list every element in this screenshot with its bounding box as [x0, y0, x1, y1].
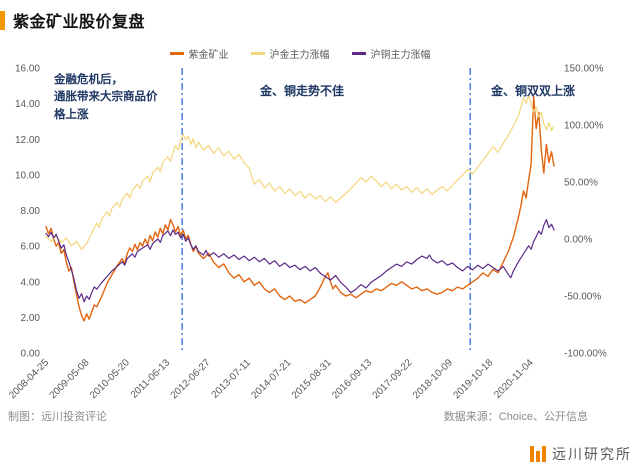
legend-item: 紫金矿业 [169, 46, 229, 61]
chart-annotation: 金、铜双双上涨 [490, 84, 576, 98]
svg-text:10.00: 10.00 [15, 170, 40, 181]
svg-text:2016-09-13: 2016-09-13 [330, 357, 374, 401]
svg-text:2019-10-18: 2019-10-18 [451, 357, 495, 401]
legend-item: 沪金主力涨幅 [250, 46, 330, 61]
svg-text:2015-08-31: 2015-08-31 [290, 357, 334, 401]
svg-text:2020-11-04: 2020-11-04 [492, 357, 536, 401]
svg-text:14.00: 14.00 [15, 99, 40, 110]
svg-text:2010-05-20: 2010-05-20 [88, 357, 132, 401]
legend-label: 沪铜主力涨幅 [370, 50, 431, 61]
legend: 紫金矿业 沪金主力涨幅 沪铜主力涨幅 [46, 46, 554, 61]
svg-text:2009-05-08: 2009-05-08 [48, 357, 92, 401]
svg-text:2012-06-27: 2012-06-27 [169, 357, 213, 401]
svg-text:2018-10-09: 2018-10-09 [411, 357, 455, 401]
chart-annotation: 金融危机后， 通胀带来大宗商品价 格上涨 [54, 74, 158, 121]
legend-label: 沪金主力涨幅 [269, 50, 330, 61]
svg-text:0.00: 0.00 [21, 349, 41, 360]
legend-item: 沪铜主力涨幅 [351, 46, 431, 61]
svg-text:2017-09-22: 2017-09-22 [371, 357, 415, 401]
svg-text:4.00: 4.00 [21, 277, 41, 288]
svg-text:-50.00%: -50.00% [564, 292, 601, 303]
brand-logo-icon [530, 446, 546, 462]
svg-text:2011-06-13: 2011-06-13 [129, 357, 173, 401]
brand-name: 远川研究所 [552, 446, 632, 462]
legend-swatch [250, 52, 265, 55]
svg-text:6.00: 6.00 [21, 242, 41, 253]
svg-text:50.00%: 50.00% [564, 178, 598, 189]
svg-text:12.00: 12.00 [15, 135, 40, 146]
title-accent-bar [0, 10, 5, 30]
data-source: 数据来源：Choice、公开信息 [443, 411, 588, 423]
svg-text:2008-04-25: 2008-04-25 [7, 357, 51, 401]
svg-text:100.00%: 100.00% [564, 121, 604, 132]
svg-text:0.00%: 0.00% [564, 235, 592, 246]
svg-text:2013-07-11: 2013-07-11 [210, 357, 254, 401]
header: 紫金矿业股价复盘 [0, 8, 145, 32]
legend-swatch [351, 52, 366, 55]
svg-text:150.00%: 150.00% [564, 64, 604, 75]
svg-text:2014-07-21: 2014-07-21 [249, 357, 293, 401]
page-title: 紫金矿业股价复盘 [13, 14, 146, 31]
chart-credit: 制图：远川投资评论 [8, 411, 107, 423]
legend-label: 紫金矿业 [188, 50, 229, 61]
svg-text:2.00: 2.00 [21, 313, 41, 324]
legend-swatch [169, 52, 184, 55]
footer: 制图：远川投资评论 数据来源：Choice、公开信息 [8, 408, 588, 424]
chart-area: 紫金矿业 沪金主力涨幅 沪铜主力涨幅 16.00 14.00 12.00 10.00 8.0… [0, 38, 640, 410]
svg-text:-100.00%: -100.00% [564, 349, 607, 360]
chart-annotation: 金、铜走势不佳 [259, 84, 345, 98]
svg-text:8.00: 8.00 [21, 206, 41, 217]
svg-text:16.00: 16.00 [15, 64, 40, 75]
chart-canvas: 16.00 14.00 12.00 10.00 8.00 6.00 4.00 2.00 0.00… [7, 64, 607, 402]
brand: 远川研究所 [530, 444, 632, 464]
